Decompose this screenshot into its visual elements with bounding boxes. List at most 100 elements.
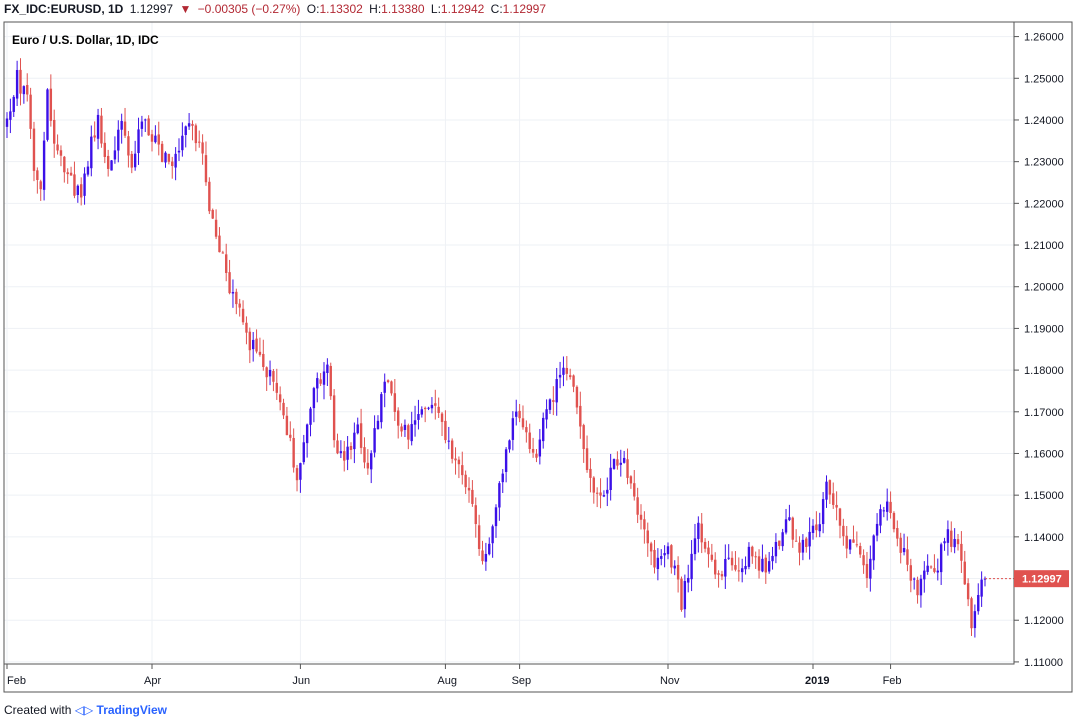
candle-body xyxy=(788,517,791,521)
candle-body xyxy=(818,524,821,532)
candle-body xyxy=(730,557,734,566)
candle-body xyxy=(848,539,852,550)
x-tick-label: Sep xyxy=(512,675,532,687)
candle-body xyxy=(201,142,204,154)
candle-body xyxy=(22,86,26,95)
candle-body xyxy=(228,272,231,294)
high-label: H: xyxy=(369,2,382,16)
candle-body xyxy=(531,448,535,453)
candle-body xyxy=(403,424,407,430)
candle-body xyxy=(423,407,427,410)
y-tick-label: 1.16000 xyxy=(1024,448,1064,460)
candle-body xyxy=(899,537,902,553)
footer-brand[interactable]: TradingView xyxy=(96,703,167,717)
candle-body xyxy=(535,453,538,458)
candle-body xyxy=(235,291,238,305)
candle-body xyxy=(950,530,953,547)
candle-body xyxy=(46,89,49,140)
candle-body xyxy=(592,477,595,493)
candle-body xyxy=(366,462,370,469)
candle-body xyxy=(656,557,660,570)
candle-body xyxy=(815,524,818,531)
y-tick-label: 1.12000 xyxy=(1024,615,1064,627)
price-axis[interactable]: 1.110001.120001.130001.140001.150001.160… xyxy=(1014,32,1064,669)
candle-body xyxy=(49,88,53,121)
candle-body xyxy=(697,522,700,539)
down-arrow-icon: ▼ xyxy=(179,2,192,16)
y-tick-label: 1.15000 xyxy=(1024,490,1064,502)
candle-body xyxy=(120,120,123,130)
candle-body xyxy=(545,409,548,420)
candle-body xyxy=(902,548,906,553)
candle-body xyxy=(923,570,926,580)
y-tick-label: 1.14000 xyxy=(1024,532,1064,544)
candle-body xyxy=(774,541,778,557)
candle-body xyxy=(892,512,896,530)
candle-body xyxy=(504,449,508,472)
candle-body xyxy=(727,557,730,559)
candle-body xyxy=(390,381,393,394)
candle-body xyxy=(751,546,754,557)
candle-body xyxy=(835,504,838,508)
candle-body xyxy=(397,410,400,426)
candle-body xyxy=(960,543,963,561)
candle-body xyxy=(474,505,477,525)
chart-title: Euro / U.S. Dollar, 1D, IDC xyxy=(12,33,159,47)
candle-body xyxy=(939,544,943,573)
candle-body xyxy=(410,424,413,442)
y-tick-label: 1.24000 xyxy=(1024,115,1064,127)
candle-body xyxy=(258,351,262,355)
candle-body xyxy=(39,181,42,190)
candle-body xyxy=(811,525,815,534)
candle-body xyxy=(137,129,140,154)
candle-body xyxy=(832,493,835,505)
candle-body xyxy=(96,114,100,139)
candle-body xyxy=(268,369,272,377)
candle-body xyxy=(262,353,265,367)
candle-body xyxy=(63,156,66,173)
candles xyxy=(5,58,1014,638)
candle-body xyxy=(255,338,258,352)
candle-body xyxy=(407,425,410,440)
candle-body xyxy=(633,483,636,497)
candle-body xyxy=(653,549,656,568)
candle-body xyxy=(525,427,528,433)
candle-body xyxy=(805,538,808,547)
candle-body xyxy=(676,564,680,580)
candle-body xyxy=(110,160,113,171)
candle-body xyxy=(272,371,275,382)
candle-body xyxy=(238,303,241,308)
close-value: 1.12997 xyxy=(502,2,547,16)
candle-body xyxy=(373,428,376,453)
candle-body xyxy=(184,126,187,136)
footer-prefix: Created with xyxy=(4,703,72,717)
candle-body xyxy=(191,123,194,126)
candle-body xyxy=(764,557,767,573)
candle-body xyxy=(886,501,889,512)
candle-body xyxy=(214,219,218,237)
candle-body xyxy=(413,420,417,425)
symbol-label: FX_IDC:EURUSD, 1D xyxy=(4,2,124,16)
candle-body xyxy=(660,556,663,559)
candle-body xyxy=(393,393,397,412)
candle-body xyxy=(889,501,892,514)
time-axis[interactable]: Feb Apr Jun Aug Sep Nov 2019 Feb xyxy=(6,664,902,687)
candle-body xyxy=(221,252,225,254)
candle-body xyxy=(150,134,154,142)
candle-body xyxy=(457,459,461,465)
candle-body xyxy=(464,474,467,488)
x-tick-label: Aug xyxy=(437,675,457,687)
candle-body xyxy=(302,442,305,463)
candle-body xyxy=(127,136,130,156)
candle-body xyxy=(157,134,160,145)
candle-body xyxy=(106,155,110,169)
candle-body xyxy=(349,445,353,450)
candle-body xyxy=(144,119,147,121)
x-tick-label: Nov xyxy=(660,675,680,687)
candle-body xyxy=(740,568,744,573)
candle-body xyxy=(842,525,845,537)
candle-body xyxy=(673,565,676,569)
x-tick-label: Feb xyxy=(7,675,26,687)
candle-body xyxy=(602,495,606,497)
